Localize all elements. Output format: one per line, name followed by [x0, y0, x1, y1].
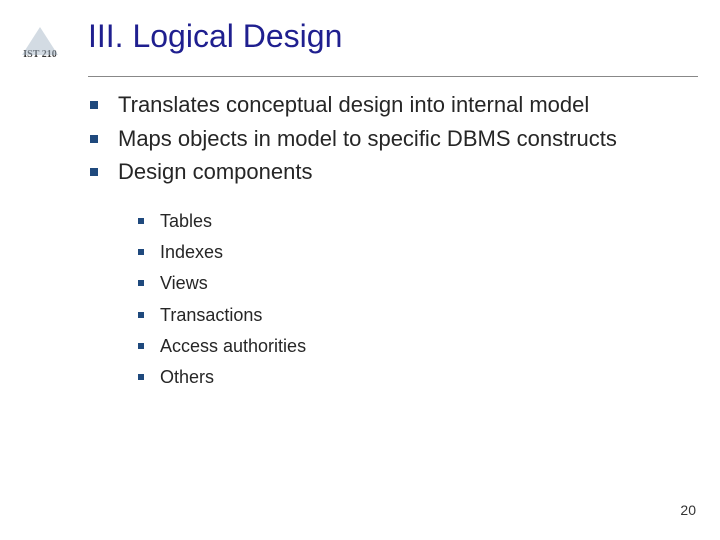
sub-bullet-item: Others	[138, 365, 680, 390]
bullet-text: Translates conceptual design into intern…	[118, 90, 589, 120]
square-bullet-icon	[90, 135, 98, 143]
bullet-text: Design components	[118, 157, 312, 187]
sub-bullet-text: Views	[160, 271, 208, 296]
square-bullet-icon	[138, 249, 144, 255]
square-bullet-icon	[138, 312, 144, 318]
title-underline	[88, 76, 698, 77]
sub-bullet-item: Tables	[138, 209, 680, 234]
square-bullet-icon	[138, 280, 144, 286]
slide-content: Translates conceptual design into intern…	[90, 90, 680, 396]
sub-bullet-text: Others	[160, 365, 214, 390]
square-bullet-icon	[90, 168, 98, 176]
square-bullet-icon	[138, 343, 144, 349]
sub-bullet-item: Transactions	[138, 303, 680, 328]
sub-bullet-text: Access authorities	[160, 334, 306, 359]
sub-bullet-item: Views	[138, 271, 680, 296]
sub-bullet-text: Transactions	[160, 303, 262, 328]
square-bullet-icon	[90, 101, 98, 109]
bullet-text: Maps objects in model to specific DBMS c…	[118, 124, 617, 154]
sub-bullet-text: Indexes	[160, 240, 223, 265]
sub-bullet-list: Tables Indexes Views Transactions Access…	[138, 209, 680, 390]
logo-triangle-icon	[22, 27, 58, 55]
sub-bullet-item: Access authorities	[138, 334, 680, 359]
course-logo: IST 210	[10, 18, 70, 68]
square-bullet-icon	[138, 218, 144, 224]
slide-title: III. Logical Design	[88, 18, 342, 55]
square-bullet-icon	[138, 374, 144, 380]
bullet-item: Design components	[90, 157, 680, 187]
page-number: 20	[680, 502, 696, 518]
bullet-item: Translates conceptual design into intern…	[90, 90, 680, 120]
sub-bullet-item: Indexes	[138, 240, 680, 265]
sub-bullet-text: Tables	[160, 209, 212, 234]
bullet-item: Maps objects in model to specific DBMS c…	[90, 124, 680, 154]
